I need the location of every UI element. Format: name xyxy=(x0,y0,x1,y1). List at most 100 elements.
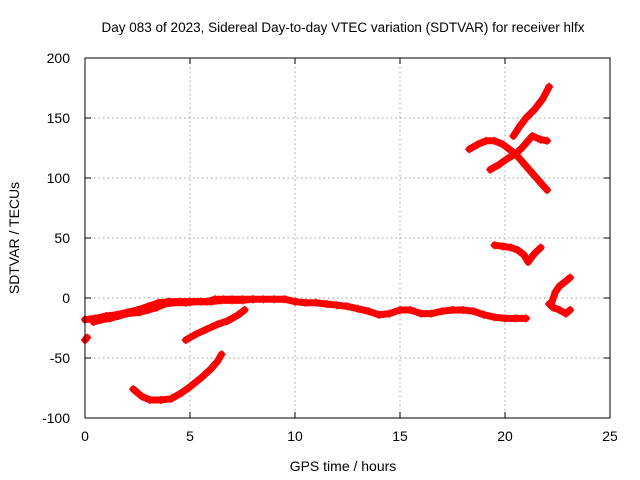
y-tick-label: -50 xyxy=(50,350,70,366)
data-series xyxy=(181,306,249,344)
data-point xyxy=(538,94,547,103)
x-axis-label: GPS time / hours xyxy=(290,458,397,474)
data-point xyxy=(511,150,520,158)
x-tick-label: 20 xyxy=(497,428,513,444)
data-point xyxy=(545,300,554,308)
data-point xyxy=(123,309,131,318)
data-point xyxy=(459,306,467,314)
x-tick-label: 25 xyxy=(602,428,618,444)
plot-frame xyxy=(84,57,611,419)
data-point xyxy=(169,298,178,307)
data-point xyxy=(522,314,530,323)
data-point xyxy=(234,310,243,319)
data-point xyxy=(511,314,520,323)
data-point xyxy=(482,136,491,145)
data-point xyxy=(186,382,194,391)
data-point xyxy=(490,241,499,250)
data-point xyxy=(406,306,415,314)
data-point xyxy=(517,144,526,152)
data-point xyxy=(192,330,201,338)
data-point xyxy=(364,307,373,316)
grid xyxy=(85,58,610,418)
data-point xyxy=(524,258,533,266)
data-point xyxy=(530,249,539,258)
y-tick-label: 0 xyxy=(62,290,70,306)
data-point xyxy=(465,145,474,154)
data-point xyxy=(196,374,205,383)
data-point xyxy=(515,122,524,131)
data-point xyxy=(498,140,507,149)
data-point xyxy=(146,396,155,404)
data-point xyxy=(238,295,247,304)
data-point xyxy=(211,295,220,304)
data-point xyxy=(322,300,331,308)
data-point xyxy=(396,306,404,314)
data-point xyxy=(223,316,232,325)
data-point xyxy=(486,165,495,174)
data-point xyxy=(312,298,320,307)
data-point xyxy=(438,307,446,316)
data-point xyxy=(417,309,425,318)
y-tick-label: 50 xyxy=(54,230,70,246)
data-point xyxy=(270,295,278,304)
data-point xyxy=(519,250,528,259)
y-tick-label: 150 xyxy=(47,110,71,126)
data-point xyxy=(240,306,249,314)
data-point xyxy=(291,297,299,306)
data-point xyxy=(545,82,554,91)
data-point xyxy=(156,396,165,404)
data-point xyxy=(490,313,499,322)
data-point xyxy=(259,295,268,304)
data-point xyxy=(448,306,457,314)
data-point xyxy=(83,333,92,342)
x-tick-label: 0 xyxy=(81,428,89,444)
data-point xyxy=(354,304,362,313)
data-series xyxy=(89,295,257,326)
data-point xyxy=(480,310,488,319)
data-point xyxy=(498,242,507,251)
data-point xyxy=(181,298,190,307)
x-tick-label: 15 xyxy=(392,428,408,444)
data-point xyxy=(517,157,526,166)
data-point xyxy=(333,301,341,310)
data-point xyxy=(494,160,503,169)
data-point xyxy=(137,392,146,401)
data-point xyxy=(207,364,215,373)
data-point xyxy=(280,295,289,304)
data-point xyxy=(152,303,161,312)
data-series xyxy=(81,333,92,344)
data-point xyxy=(469,307,478,316)
y-tick-label: 200 xyxy=(47,50,71,66)
data-point xyxy=(202,297,211,306)
x-tick-label: 10 xyxy=(287,428,303,444)
data-point xyxy=(427,309,436,318)
data-point xyxy=(528,132,537,140)
data-point xyxy=(505,145,514,154)
data-point xyxy=(114,312,123,320)
data-point xyxy=(249,295,257,304)
data-point xyxy=(551,288,560,296)
data-point xyxy=(89,318,98,326)
data-point xyxy=(375,310,383,319)
y-axis-label: SDTVAR / TECUs xyxy=(6,182,22,294)
data-point xyxy=(507,243,516,252)
data-point xyxy=(473,140,482,149)
data-point xyxy=(160,300,169,308)
data-point xyxy=(561,277,570,286)
data-point xyxy=(106,314,115,323)
data-trace xyxy=(509,83,553,140)
data-point xyxy=(501,314,509,323)
data-point xyxy=(555,306,564,314)
data-point xyxy=(181,336,190,344)
data-point xyxy=(555,282,564,290)
data-point xyxy=(385,309,394,318)
data-point xyxy=(219,295,228,304)
data-point xyxy=(526,166,535,175)
data-point xyxy=(490,136,499,145)
data-point xyxy=(228,295,236,304)
data-point xyxy=(213,320,222,329)
data-point xyxy=(522,114,530,122)
data-point xyxy=(177,388,186,397)
data-trace xyxy=(465,137,551,194)
data-point xyxy=(530,105,539,114)
